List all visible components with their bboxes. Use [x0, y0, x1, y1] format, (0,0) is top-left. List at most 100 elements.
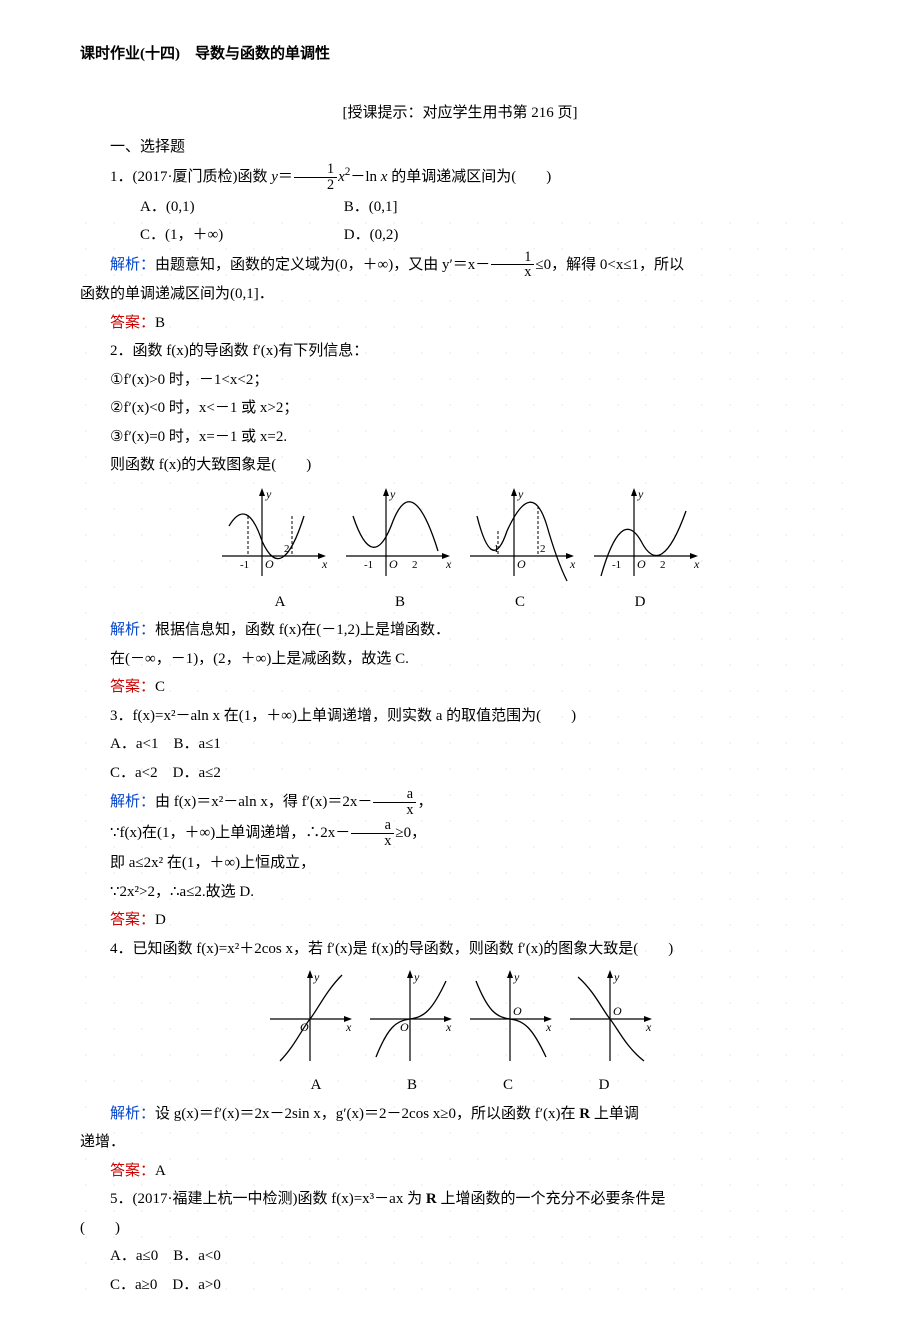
svg-text:y: y [413, 970, 420, 984]
q5-b: 上增函数的一个充分不必要条件是 [437, 1191, 666, 1207]
svg-text:x: x [445, 557, 452, 571]
q3-solution-line3: 即 a≤2x² 在(1，＋∞)上恒成立， [80, 849, 840, 878]
q2-line3: ②f′(x)<0 时，x<－1 或 x>2； [80, 394, 840, 423]
q4-fig-a[interactable]: y x O [262, 969, 358, 1069]
q1-option-d[interactable]: D．(0,2) [314, 221, 514, 250]
q2-line5: 则函数 f(x)的大致图象是( ) [80, 451, 840, 480]
q1-tail: 的单调递减区间为( ) [387, 169, 551, 185]
q1-sol-b: ≤0，解得 0<x≤1，所以 [535, 256, 684, 272]
solution-label: 解析： [110, 1106, 155, 1122]
q2-line4: ③f′(x)=0 时，x=－1 或 x=2. [80, 423, 840, 452]
q2-fig-c[interactable]: y x O -1 2 [462, 486, 582, 586]
q4-cap-d: D [556, 1071, 652, 1100]
q1-half-frac: 12 [294, 162, 337, 193]
q4-stem: 4．已知函数 f(x)=x²＋2cos x，若 f′(x)是 f(x)的导函数，… [80, 935, 840, 964]
svg-text:y: y [313, 970, 320, 984]
svg-text:y: y [513, 970, 520, 984]
q2-answer: 答案：C [80, 673, 840, 702]
frac-den: x [491, 265, 534, 280]
q5-options-row1: A．a≤0 B．a<0 [80, 1242, 840, 1271]
q1-sol-y: y′＝x－ [442, 256, 490, 272]
solution-label: 解析： [110, 256, 155, 272]
q2-cap-b: B [340, 588, 460, 617]
q4-cap-c: C [460, 1071, 556, 1100]
q3-stem: 3．f(x)=x²－aln x 在(1，＋∞)上单调递增，则实数 a 的取值范围… [80, 702, 840, 731]
frac-num: a [351, 818, 394, 834]
teaching-tip: [授课提示：对应学生用书第 216 页] [80, 99, 840, 128]
svg-text:x: x [569, 557, 576, 571]
answer-label: 答案： [110, 912, 155, 928]
q1-answer: 答案：B [80, 309, 840, 338]
q2-cap-a: A [220, 588, 340, 617]
q4-R: R [579, 1106, 590, 1122]
q3-frac1: ax [373, 787, 416, 818]
svg-text:x: x [445, 1020, 452, 1034]
q3-sol-a: 由 f(x)＝x²－aln x，得 f′(x)＝2x－ [155, 794, 372, 810]
q1-x2: x [338, 169, 345, 185]
q1-eq: ＝ [278, 169, 293, 185]
frac-den: 2 [294, 178, 337, 193]
q1-minus-ln: －ln [350, 169, 380, 185]
svg-text:O: O [389, 557, 398, 571]
svg-text:x: x [545, 1020, 552, 1034]
q1-option-c[interactable]: C．(1，＋∞) [110, 221, 310, 250]
svg-text:2: 2 [660, 559, 666, 571]
q1-sol-frac: 1x [491, 250, 534, 281]
q4-solution-line2: 递增． [80, 1128, 840, 1157]
q3-option-cd[interactable]: C．a<2 D．a≤2 [110, 765, 221, 781]
q1-option-a[interactable]: A．(0,1) [110, 193, 310, 222]
svg-text:O: O [265, 557, 274, 571]
q2-cap-c: C [460, 588, 580, 617]
q2-line1: 2．函数 f(x)的导函数 f′(x)有下列信息： [80, 337, 840, 366]
svg-text:2: 2 [540, 543, 546, 555]
q2-solution-line2: 在(－∞，－1)，(2，＋∞)上是减函数，故选 C. [80, 645, 840, 674]
svg-text:O: O [400, 1020, 409, 1034]
svg-text:2: 2 [412, 559, 418, 571]
q4-fig-b[interactable]: y x O [362, 969, 458, 1069]
q2-figure-row: y x O -1 2 y x O -1 2 y x O -1 2 y x O -… [80, 486, 840, 586]
svg-text:y: y [637, 487, 644, 501]
svg-text:O: O [517, 557, 526, 571]
q2-cap-d: D [580, 588, 700, 617]
q4-figure-row: y x O y x O y x O y x O [80, 969, 840, 1069]
q5-R: R [426, 1191, 437, 1207]
svg-text:O: O [513, 1004, 522, 1018]
svg-text:y: y [265, 487, 272, 501]
q5-options-row2: C．a≥0 D．a>0 [80, 1271, 840, 1300]
q2-fig-d[interactable]: y x O -1 2 [586, 486, 706, 586]
q4-fig-c[interactable]: y x O [462, 969, 558, 1069]
q3-sol-b: ∵f(x)在(1，＋∞)上单调递增，∴2x－ [110, 825, 350, 841]
q1-pre: 1．(2017·厦门质检)函数 [110, 169, 271, 185]
q2-sol-a: 根据信息知，函数 f(x)在(－1,2)上是增函数． [155, 622, 450, 638]
svg-text:-1: -1 [364, 559, 373, 571]
q3-answer-value: D [155, 912, 166, 928]
q4-cap-b: B [364, 1071, 460, 1100]
svg-text:y: y [517, 487, 524, 501]
answer-label: 答案： [110, 315, 155, 331]
q4-sol-a: 设 g(x)＝f′(x)＝2x－2sin x，g′(x)＝2－2cos x≥0，… [155, 1106, 579, 1122]
svg-text:y: y [613, 970, 620, 984]
frac-num: 1 [491, 250, 534, 266]
svg-text:-1: -1 [240, 559, 249, 571]
q5-option-cd[interactable]: C．a≥0 D．a>0 [110, 1277, 221, 1293]
frac-den: x [351, 834, 394, 849]
q5-stem-line2: ( ) [80, 1214, 840, 1243]
q1-stem: 1．(2017·厦门质检)函数 y＝12x2－ln x 的单调递减区间为( ) [80, 162, 840, 193]
q3-option-ab[interactable]: A．a<1 B．a≤1 [110, 736, 221, 752]
q4-answer: 答案：A [80, 1157, 840, 1186]
q1-options-row2: C．(1，＋∞) D．(0,2) [80, 221, 840, 250]
svg-text:O: O [637, 557, 646, 571]
q1-y: y [271, 169, 278, 185]
q3-solution-line2: ∵f(x)在(1，＋∞)上单调递增，∴2x－ax≥0， [80, 818, 840, 849]
q3-sol-b2: ≥0， [395, 825, 426, 841]
q2-fig-b[interactable]: y x O -1 2 [338, 486, 458, 586]
q3-solution-line4: ∵2x²>2，∴a≤2.故选 D. [80, 878, 840, 907]
q3-options-row1: A．a<1 B．a≤1 [80, 730, 840, 759]
q3-sol-a2: ， [417, 794, 432, 810]
q5-option-ab[interactable]: A．a≤0 B．a<0 [110, 1248, 221, 1264]
frac-num: 1 [294, 162, 337, 178]
q2-fig-a[interactable]: y x O -1 2 [214, 486, 334, 586]
q1-sol-a: 由题意知，函数的定义域为(0，＋∞)，又由 [155, 256, 442, 272]
q1-option-b[interactable]: B．(0,1] [314, 193, 514, 222]
q4-fig-d[interactable]: y x O [562, 969, 658, 1069]
